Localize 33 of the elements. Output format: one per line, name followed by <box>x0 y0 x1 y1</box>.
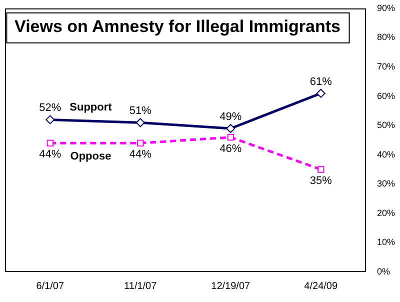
x-tick-label: 6/1/07 <box>36 280 64 292</box>
series-label: Oppose <box>70 150 112 163</box>
point <box>316 88 326 98</box>
y-tick-label: 50% <box>376 120 395 130</box>
y-tick-label: 90% <box>376 2 395 13</box>
data-label: 61% <box>310 76 332 88</box>
x-tick-label: 12/19/07 <box>211 280 251 292</box>
y-tick-label: 30% <box>376 178 395 189</box>
y-tick-label: 80% <box>376 32 395 42</box>
text: Views on Amnesty for Illegal Immigrants <box>14 17 340 36</box>
point <box>46 115 55 124</box>
data-label: 35% <box>310 175 332 188</box>
y-tick-label: 0% <box>376 266 390 276</box>
y-tick-label: 40% <box>376 149 395 160</box>
point <box>227 134 234 141</box>
data-label: 46% <box>220 142 242 155</box>
series-label: Support <box>70 102 112 114</box>
y-tick-label: 60% <box>376 90 395 101</box>
point <box>46 140 54 146</box>
point <box>136 118 145 128</box>
point <box>226 124 236 133</box>
point <box>137 140 144 146</box>
data-label: 44% <box>39 148 62 161</box>
data-label: 51% <box>129 105 152 118</box>
data-label: 49% <box>220 111 242 124</box>
y-tick-label: 70% <box>376 61 395 72</box>
data-label: 44% <box>129 148 152 161</box>
data-label: 52% <box>39 102 62 114</box>
x-tick-label: 4/24/09 <box>304 280 338 292</box>
y-tick-label: 10% <box>376 237 395 248</box>
point <box>318 166 324 173</box>
x-tick-label: 11/1/07 <box>124 280 158 292</box>
y-tick-label: 20% <box>376 208 395 218</box>
